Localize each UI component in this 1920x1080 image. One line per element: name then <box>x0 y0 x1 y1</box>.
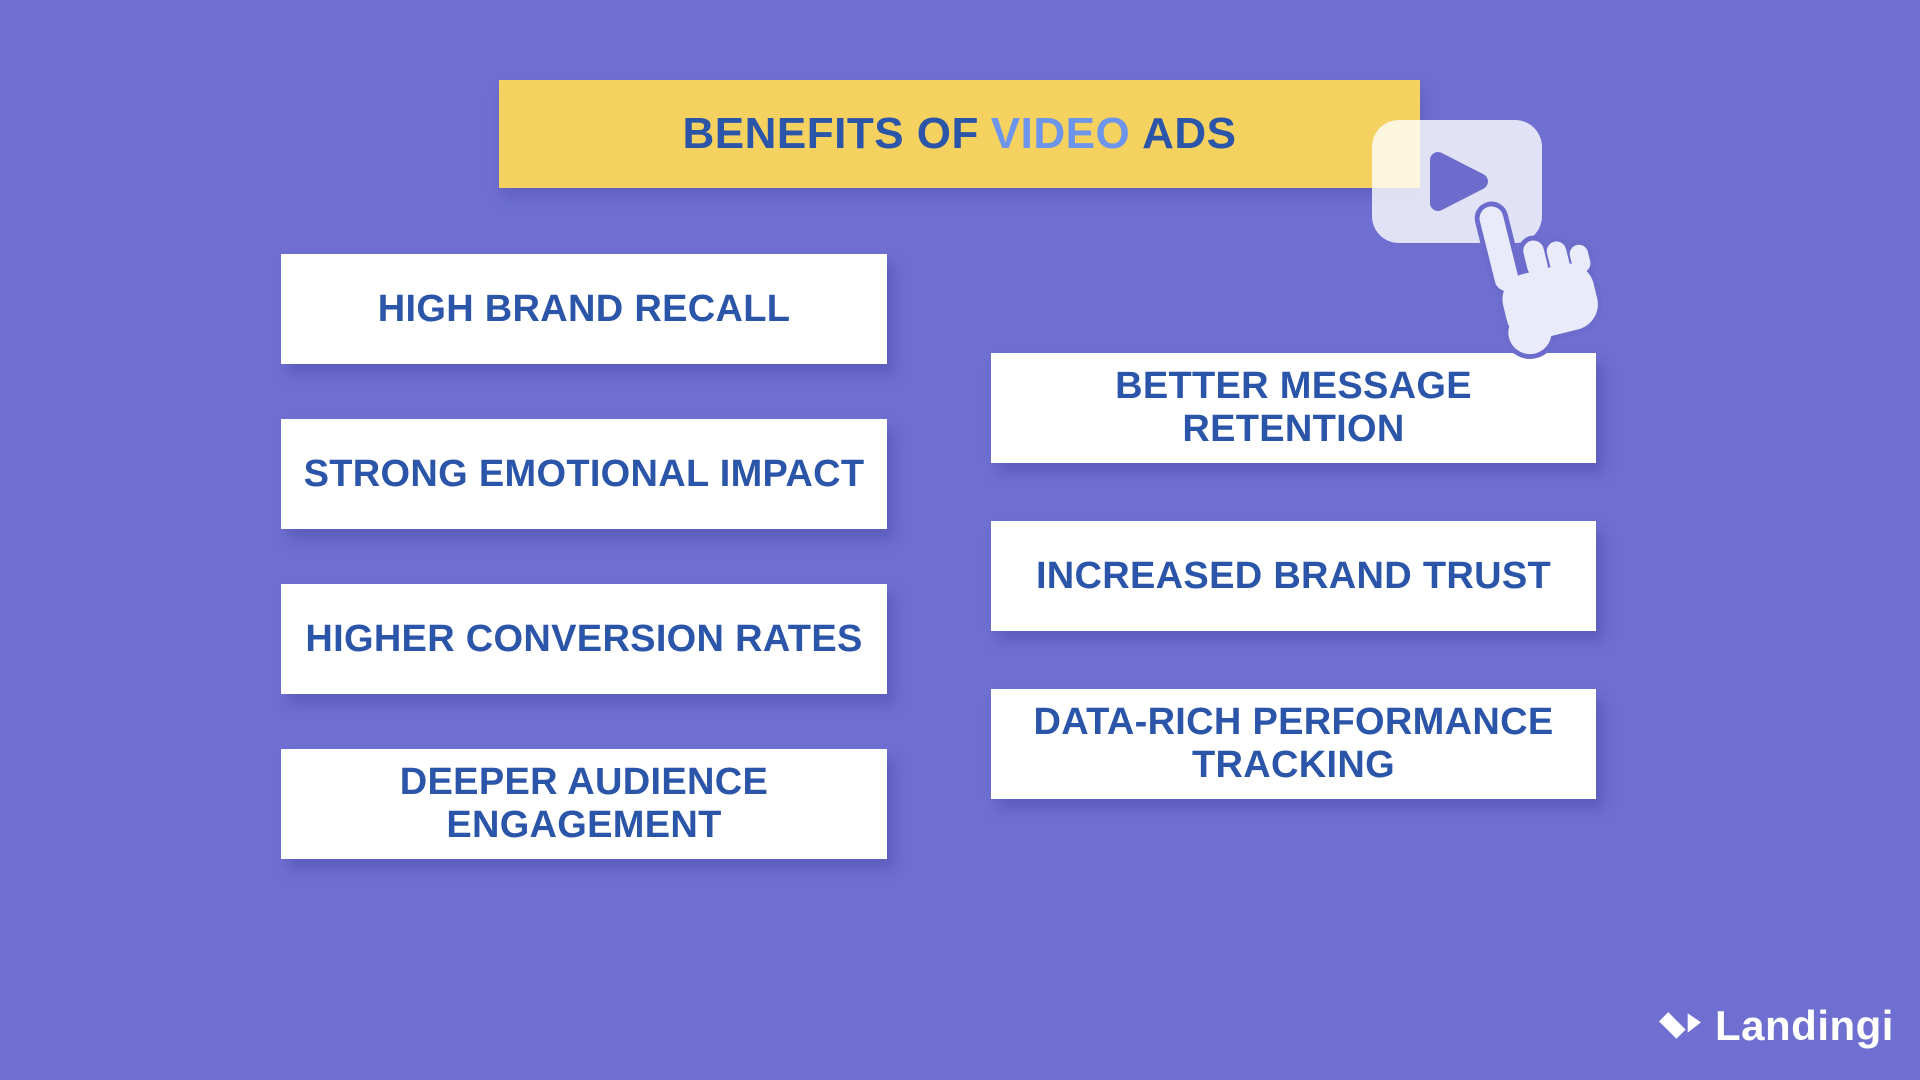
benefit-card: STRONG EMOTIONAL IMPACT <box>281 419 887 529</box>
tap-hand-cursor-icon <box>1474 201 1603 359</box>
benefit-card: INCREASED BRAND TRUST <box>991 521 1596 631</box>
benefit-card: DATA-RICH PERFORMANCE TRACKING <box>991 689 1596 799</box>
benefit-label: DATA-RICH PERFORMANCE TRACKING <box>1033 701 1554 786</box>
benefit-label: HIGHER CONVERSION RATES <box>305 617 863 660</box>
benefits-column-left: HIGH BRAND RECALL STRONG EMOTIONAL IMPAC… <box>281 254 887 859</box>
landingi-logo-mark-icon <box>1659 1011 1701 1039</box>
benefit-label: STRONG EMOTIONAL IMPACT <box>303 452 865 495</box>
brand-name: Landingi <box>1715 1002 1894 1049</box>
page-title: BENEFITS OF VIDEO ADS <box>683 109 1237 159</box>
title-highlight: VIDEO <box>990 109 1131 158</box>
benefit-label: INCREASED BRAND TRUST <box>1035 554 1552 597</box>
benefit-card: DEEPER AUDIENCE ENGAGEMENT <box>281 749 887 859</box>
benefit-card: HIGHER CONVERSION RATES <box>281 584 887 694</box>
benefit-label: HIGH BRAND RECALL <box>377 287 791 330</box>
benefit-label: BETTER MESSAGE RETENTION <box>1115 365 1472 450</box>
title-part-3: ADS <box>1142 109 1237 158</box>
title-banner: BENEFITS OF VIDEO ADS <box>499 80 1420 188</box>
benefit-label: DEEPER AUDIENCE ENGAGEMENT <box>399 761 769 846</box>
benefits-column-right: BETTER MESSAGE RETENTION INCREASED BRAND… <box>991 353 1596 799</box>
benefit-card: HIGH BRAND RECALL <box>281 254 887 364</box>
benefit-card: BETTER MESSAGE RETENTION <box>991 353 1596 463</box>
title-part-1: BENEFITS OF <box>682 109 979 158</box>
brand-logo: Landingi <box>1657 1000 1894 1052</box>
